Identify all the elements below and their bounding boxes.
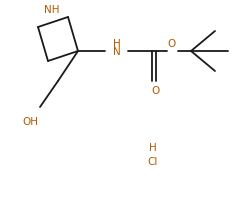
Text: NH: NH: [44, 5, 60, 15]
Text: O: O: [168, 39, 176, 49]
Text: Cl: Cl: [148, 156, 158, 166]
Text: H: H: [149, 142, 157, 152]
Text: H: H: [113, 39, 121, 49]
Text: OH: OH: [22, 116, 38, 126]
Text: O: O: [151, 86, 159, 96]
Text: N: N: [113, 47, 121, 57]
